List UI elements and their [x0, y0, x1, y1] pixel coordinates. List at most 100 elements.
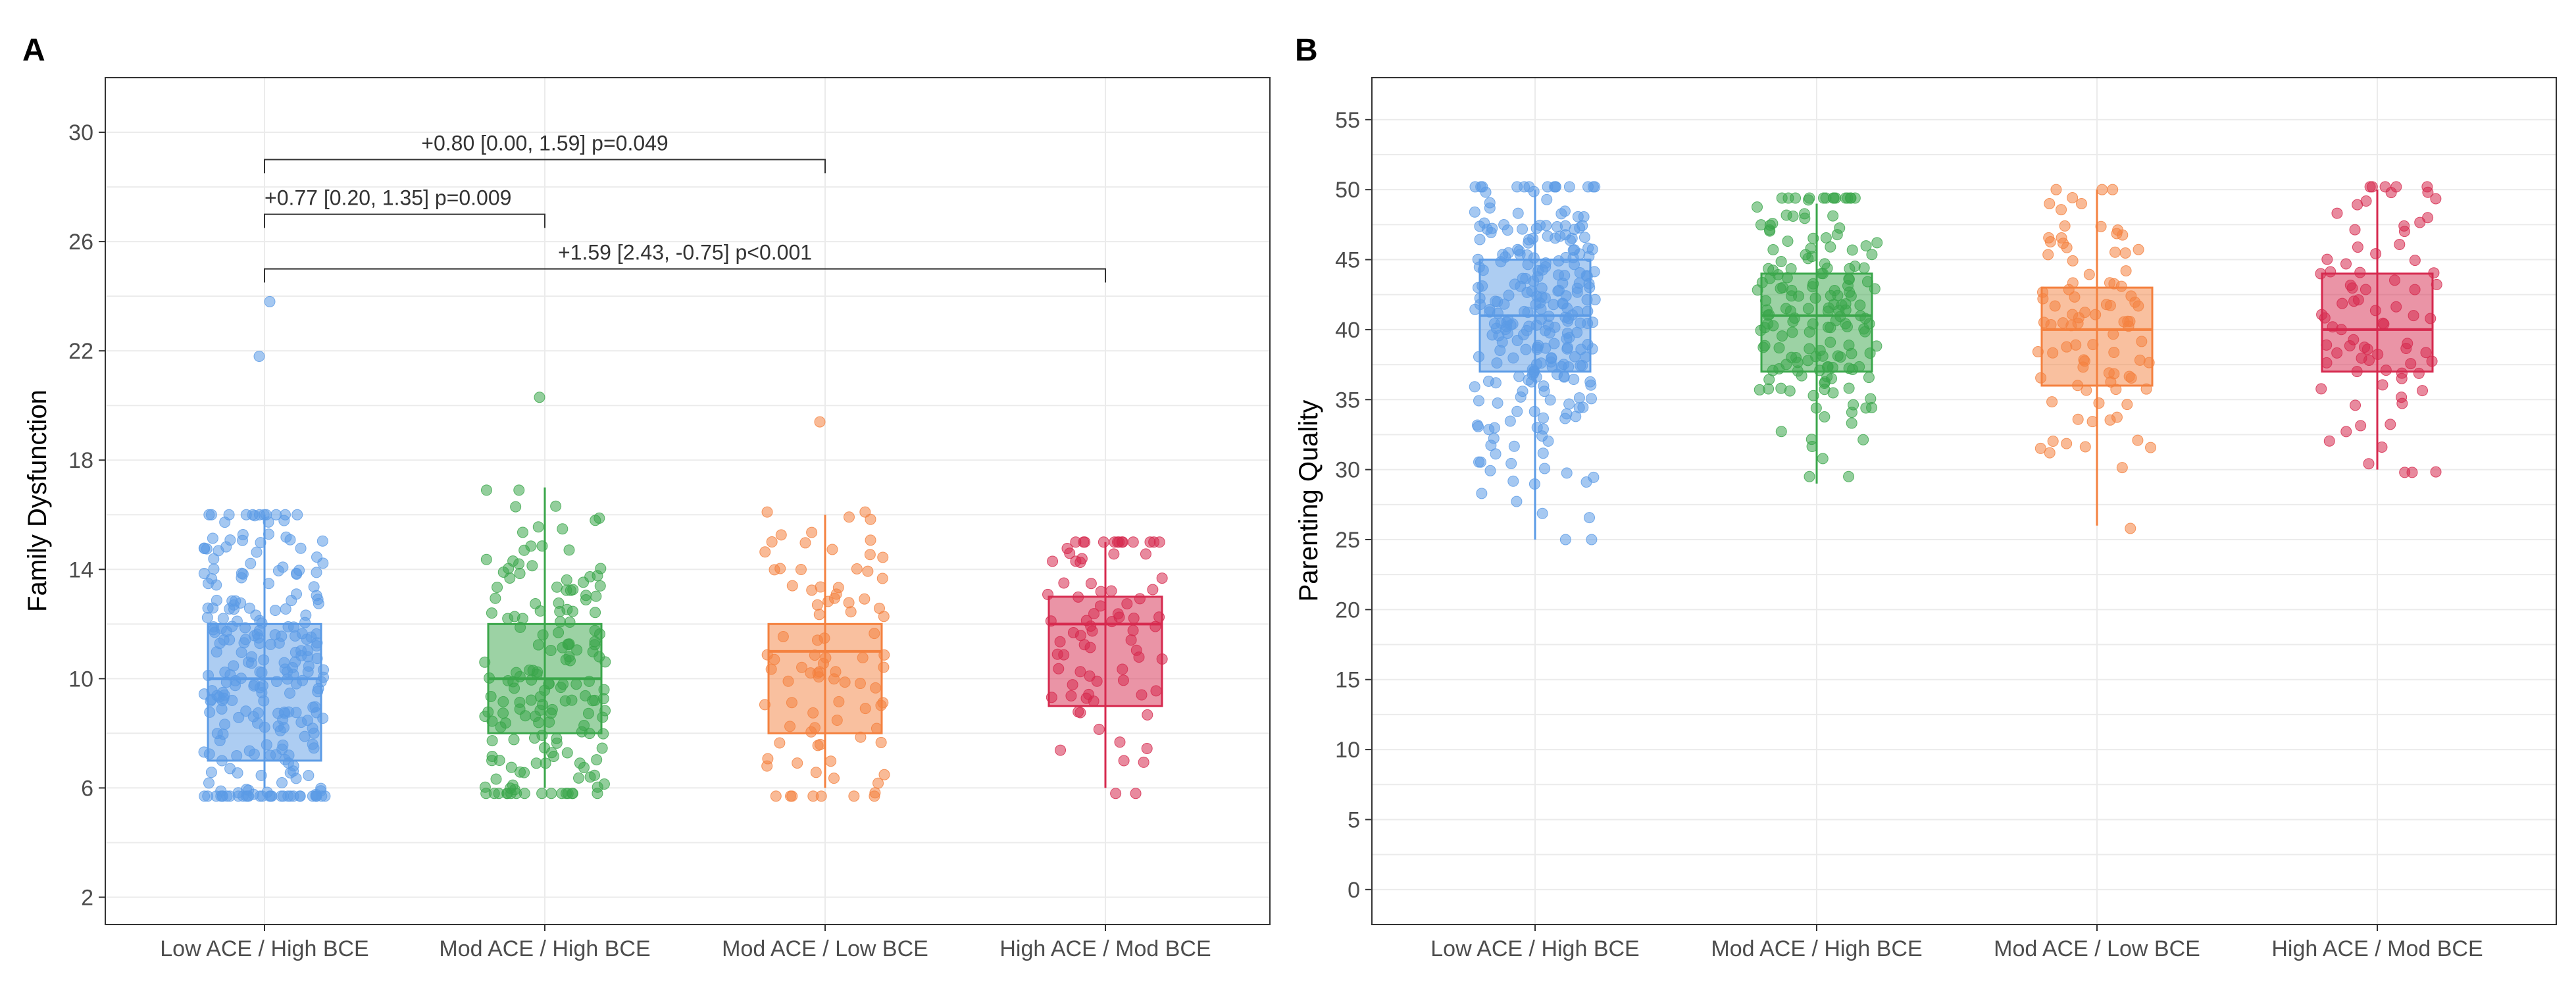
panel-b-point — [2355, 420, 2367, 432]
panel-b-point — [2104, 299, 2116, 311]
panel-b-point — [1866, 249, 1878, 261]
panel-a-point — [301, 633, 313, 645]
panel-b-point — [1485, 226, 1497, 238]
panel-a-point — [1093, 723, 1105, 735]
panel-b-point — [1561, 343, 1573, 355]
panel-b-point — [1541, 193, 1553, 205]
panel-b-point — [2414, 216, 2426, 228]
panel-b-point — [1552, 285, 1564, 297]
panel-a-point — [786, 697, 797, 709]
panel-b-point — [1865, 393, 1877, 405]
panel-b-point — [1821, 370, 1833, 382]
panel-a-point — [534, 605, 546, 617]
panel-a-point — [545, 645, 557, 657]
panel-b-point — [1819, 258, 1831, 270]
panel-a-point — [872, 777, 884, 789]
panel-b-point — [2431, 278, 2442, 290]
panel-b-point — [2372, 348, 2384, 360]
panel-b-point — [1521, 286, 1533, 298]
panel-a-point — [582, 707, 594, 719]
panel-a-point — [857, 652, 869, 664]
panel-b-point — [1810, 402, 1822, 414]
panel-a-point — [258, 654, 270, 666]
panel-b-point — [1511, 181, 1523, 193]
panel-a-point — [782, 675, 794, 687]
panel-b-point — [1537, 447, 1549, 459]
panel-a-y-tick-label: 22 — [68, 339, 93, 364]
panel-b-point — [1577, 360, 1588, 372]
panel-a-point — [589, 769, 601, 781]
panel-a-y-tick-label: 6 — [81, 776, 93, 801]
panel-a-point — [589, 624, 601, 636]
panel-b-point — [1854, 299, 1866, 311]
panel-b-point — [1817, 453, 1829, 465]
panel-b-point — [1588, 471, 1600, 483]
panel-b-point — [1563, 398, 1575, 410]
panel-b-point — [1569, 259, 1580, 270]
panel-a-point — [311, 590, 322, 601]
panel-a-point — [580, 690, 592, 701]
panel-a-point — [839, 676, 851, 688]
panel-b-point — [2061, 438, 2073, 449]
panel-b-point — [1517, 223, 1528, 235]
panel-a-point — [237, 534, 249, 546]
panel-b-point — [2409, 255, 2421, 267]
panel-b-point — [2405, 358, 2417, 370]
panel-b-point — [2070, 339, 2082, 351]
panel-b-point — [2366, 181, 2378, 193]
panel-b-point — [2340, 258, 2352, 270]
panel-a-points — [1042, 536, 1168, 800]
panel-b-point — [2336, 297, 2348, 309]
panel-a-point — [1121, 598, 1133, 610]
panel-a-point — [566, 694, 578, 706]
panel-b-point — [1569, 351, 1580, 363]
panel-a-point — [206, 685, 218, 697]
panel-b-point — [1531, 422, 1543, 434]
panel-a-point — [486, 755, 498, 767]
panel-a-point — [810, 767, 822, 778]
panel-a-point — [280, 531, 292, 543]
panel-b-point — [1843, 340, 1855, 351]
panel-b-point — [1831, 229, 1843, 241]
panel-a-point — [307, 790, 318, 802]
panel-a-point — [480, 484, 492, 496]
panel-a-point — [238, 637, 250, 649]
panel-a-point — [263, 528, 274, 540]
panel-a-point — [317, 712, 329, 724]
panel-a-point — [865, 534, 876, 546]
panel-a-boxes — [198, 295, 1168, 802]
panel-a-point — [207, 602, 218, 614]
panel-a-point — [515, 621, 526, 633]
panel-a-point — [560, 653, 572, 665]
panel-b-point — [2116, 462, 2128, 474]
panel-a-point — [490, 773, 502, 785]
panel-b-point — [2396, 397, 2408, 409]
panel-b-point — [2093, 397, 2105, 409]
panel-a-point — [806, 584, 818, 596]
panel-b-point — [1498, 218, 1510, 230]
panel-a-point — [510, 501, 522, 513]
panel-b-point — [1584, 512, 1596, 524]
panel-b-point — [1474, 299, 1486, 311]
panel-a-point — [536, 788, 548, 800]
panel-a-point — [505, 761, 517, 773]
panel-b-y-axis-title: Parenting Quality — [1294, 400, 1323, 602]
panel-a-significance-label-1: +0.77 [0.20, 1.35] p=0.009 — [265, 186, 511, 210]
panel-a-point — [297, 674, 309, 686]
panel-a-point — [813, 666, 825, 678]
panel-a-point — [526, 674, 538, 686]
panel-a-point — [811, 599, 823, 611]
panel-a-point — [825, 755, 837, 767]
panel-b-point — [2107, 184, 2119, 195]
panel-a-point — [859, 593, 871, 605]
panel-a-point — [518, 788, 530, 800]
panel-a-point — [214, 638, 226, 649]
panel-a-point — [1140, 548, 1151, 560]
panel-a-point — [843, 511, 855, 523]
panel-a-point — [502, 613, 514, 624]
panel-a-point — [532, 521, 544, 533]
panel-b-point — [2360, 284, 2371, 295]
panel-a-point — [252, 707, 264, 719]
panel-a-point — [1054, 636, 1066, 648]
panel-a-y-tick-label: 18 — [68, 448, 93, 473]
